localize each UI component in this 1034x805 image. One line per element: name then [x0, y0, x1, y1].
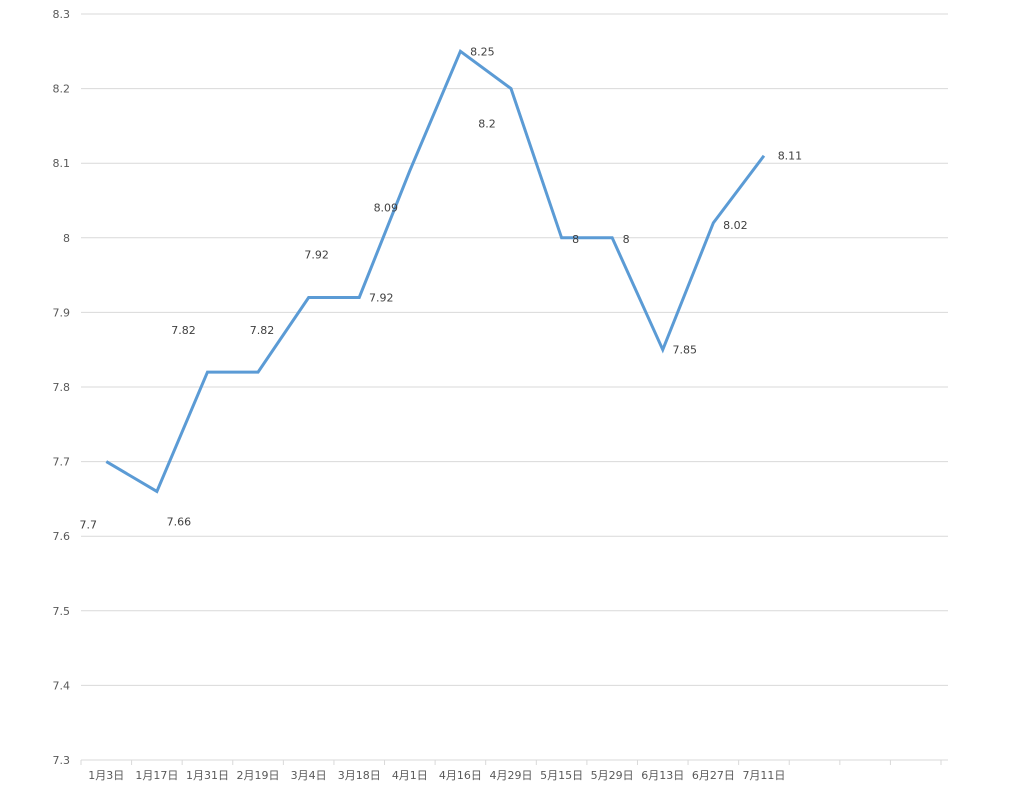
y-tick-label: 7.6 — [53, 530, 71, 543]
y-tick-label: 8.3 — [53, 8, 71, 21]
x-tick-label: 7月11日 — [742, 769, 785, 782]
y-tick-label: 7.5 — [53, 605, 71, 618]
y-tick-label: 8.2 — [53, 83, 71, 96]
y-tick-label: 8 — [63, 232, 70, 245]
x-tick-label: 1月31日 — [186, 769, 229, 782]
x-tick-label: 4月16日 — [439, 769, 482, 782]
y-axis: 7.3 7.4 7.5 7.6 7.7 7.8 7.9 8 8.1 8.2 8.3 — [53, 8, 71, 767]
data-label: 7.82 — [171, 324, 196, 337]
x-tick-label: 5月29日 — [591, 769, 634, 782]
data-label: 8 — [572, 233, 579, 246]
x-tick-label: 4月29日 — [490, 769, 533, 782]
x-tick-label: 6月27日 — [692, 769, 735, 782]
data-label: 7.92 — [304, 248, 329, 261]
data-label: 8.09 — [374, 202, 399, 215]
data-label: 7.85 — [673, 344, 698, 357]
x-tick-label: 6月13日 — [641, 769, 684, 782]
y-tick-label: 7.8 — [53, 381, 71, 394]
y-tick-label: 7.7 — [53, 456, 71, 469]
y-tick-label: 7.3 — [53, 754, 71, 767]
data-label: 8.02 — [723, 219, 748, 232]
x-tick-label: 1月17日 — [135, 769, 178, 782]
x-tick-label: 3月4日 — [291, 769, 327, 782]
series — [105, 48, 766, 494]
y-tick-label: 7.4 — [53, 679, 71, 692]
gridlines — [81, 13, 948, 761]
data-label: 7.66 — [167, 515, 192, 528]
x-tick-label: 3月18日 — [338, 769, 381, 782]
data-label: 8.11 — [778, 150, 803, 163]
data-label: 8.25 — [470, 45, 495, 58]
x-tick-label: 4月1日 — [392, 769, 428, 782]
y-tick-label: 8.1 — [53, 157, 71, 170]
data-label: 8.2 — [478, 118, 496, 131]
x-axis: 1月3日 1月17日 1月31日 2月19日 3月4日 3月18日 4月1日 4月16日 4月2… — [80, 759, 948, 782]
data-label: 8 — [623, 233, 630, 246]
series-line — [105, 48, 766, 494]
x-tick-label: 5月15日 — [540, 769, 583, 782]
data-label: 7.92 — [369, 291, 394, 304]
x-tick-label: 2月19日 — [237, 769, 280, 782]
x-tick-label: 1月3日 — [88, 769, 124, 782]
data-label: 7.7 — [80, 519, 98, 532]
data-labels: 7.7 7.66 7.82 7.82 7.92 7.92 8.09 8.25 8.2 8 8 7.85… — [80, 45, 803, 531]
data-label: 7.82 — [250, 324, 275, 337]
y-tick-label: 7.9 — [53, 306, 71, 319]
